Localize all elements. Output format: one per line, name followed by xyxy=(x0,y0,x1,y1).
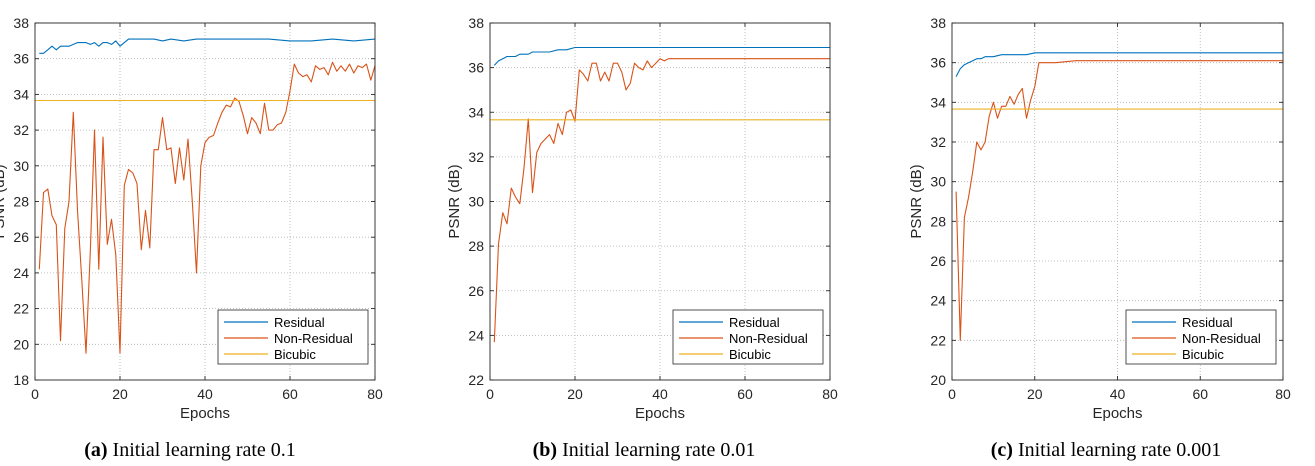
chart-2-legend-box xyxy=(1125,309,1277,365)
chart-2-caption-text: Initial learning rate 0.001 xyxy=(1013,439,1221,461)
chart-1-legend-label-bicubic: Bicubic xyxy=(729,347,771,362)
chart-1-ytick-label-32: 32 xyxy=(468,149,484,165)
chart-2-ytick-label-32: 32 xyxy=(930,134,946,150)
chart-2-xlabel: Epochs xyxy=(1092,405,1142,422)
chart-1-ytick-label-34: 34 xyxy=(468,104,484,120)
chart-0-legend-label-residual: Residual xyxy=(274,315,325,330)
chart-panel-c: 0 20 40 60 8020222426283032343638EpochsPSNR … xyxy=(908,15,1291,461)
chart-2-caption-letter: (c) xyxy=(991,439,1013,461)
chart-1-xtick-label-20: 20 xyxy=(567,386,583,402)
chart-2-ytick-label-30: 30 xyxy=(930,174,946,190)
chart-0-caption-letter: (a) xyxy=(84,439,107,461)
chart-1-xtick-label-0: 0 xyxy=(486,386,494,402)
chart-2-ytick-label-38: 38 xyxy=(930,15,946,31)
chart-0-ytick-label-24: 24 xyxy=(13,265,29,281)
chart-2-series-non-residual xyxy=(955,60,1283,341)
chart-1-xlabel: Epochs xyxy=(635,405,685,422)
chart-0-caption: (a) Initial learning rate 0.1 xyxy=(84,439,296,461)
chart-1-legend-label-non-residual: Non-Residual xyxy=(729,331,808,346)
chart-1-xtick-label-80: 80 xyxy=(822,386,838,402)
chart-1-series-residual xyxy=(493,46,830,66)
chart-0-ytick-label-22: 22 xyxy=(13,301,29,317)
chart-0-xtick-label-40: 40 xyxy=(197,386,213,402)
chart-1-caption-letter: (b) xyxy=(533,439,557,461)
chart-1-caption-text: Initial learning rate 0.01 xyxy=(557,439,755,461)
chart-2-ytick-label-28: 28 xyxy=(930,213,946,229)
chart-1-ytick-label-38: 38 xyxy=(468,15,484,31)
chart-0-ytick-label-38: 38 xyxy=(13,15,29,31)
chart-0-xlabel: Epochs xyxy=(180,405,230,422)
chart-2-legend-label-bicubic: Bicubic xyxy=(1182,347,1224,362)
chart-0-xtick-label-20: 20 xyxy=(112,386,128,402)
chart-2-xtick-label-0: 0 xyxy=(948,386,956,402)
chart-0-ytick-label-30: 30 xyxy=(13,158,29,174)
chart-0-ylabel: PSNR (dB) xyxy=(0,164,8,238)
chart-2-ytick-label-22: 22 xyxy=(930,332,946,348)
chart-0-ytick-label-26: 26 xyxy=(13,229,29,245)
chart-0-series-residual xyxy=(39,38,376,54)
chart-0-ytick-label-32: 32 xyxy=(13,122,29,138)
chart-1-ytick-label-30: 30 xyxy=(468,194,484,210)
chart-0-ytick-label-34: 34 xyxy=(13,86,29,102)
chart-2-legend-label-residual: Residual xyxy=(1182,315,1233,330)
chart-2-ytick-label-36: 36 xyxy=(930,55,946,71)
chart-1-ytick-label-28: 28 xyxy=(468,238,484,254)
chart-1-ytick-label-26: 26 xyxy=(468,283,484,299)
chart-0-xtick-label-0: 0 xyxy=(31,386,39,402)
chart-0-xtick-label-60: 60 xyxy=(282,386,298,402)
chart-0-xtick-label-80: 80 xyxy=(367,386,383,402)
chart-1-xtick-label-60: 60 xyxy=(737,386,753,402)
chart-0-legend-label-non-residual: Non-Residual xyxy=(274,331,353,346)
chart-2-ytick-label-20: 20 xyxy=(930,372,946,388)
chart-1-ytick-label-36: 36 xyxy=(468,60,484,76)
chart-1-ylabel: PSNR (dB) xyxy=(446,164,463,238)
chart-2-xtick-label-20: 20 xyxy=(1027,386,1043,402)
chart-2-ylabel: PSNR (dB) xyxy=(908,164,925,238)
chart-0-ytick-label-18: 18 xyxy=(13,372,29,388)
chart-1-xtick-label-40: 40 xyxy=(652,386,668,402)
chart-2-legend-label-non-residual: Non-Residual xyxy=(1182,331,1261,346)
chart-1-legend-box xyxy=(672,309,824,365)
chart-2-xtick-label-60: 60 xyxy=(1192,386,1208,402)
chart-2-xtick-label-40: 40 xyxy=(1110,386,1126,402)
chart-2-ytick-label-24: 24 xyxy=(930,293,946,309)
chart-2-ytick-label-34: 34 xyxy=(930,94,946,110)
chart-0-ytick-label-28: 28 xyxy=(13,194,29,210)
chart-1-caption: (b) Initial learning rate 0.01 xyxy=(533,439,756,461)
chart-2-xtick-label-80: 80 xyxy=(1275,386,1291,402)
chart-1-series-non-residual xyxy=(493,58,830,343)
chart-1-legend-label-residual: Residual xyxy=(729,315,780,330)
chart-0-caption-text: Initial learning rate 0.1 xyxy=(108,439,296,461)
chart-0-legend-box xyxy=(217,309,369,365)
chart-0-ytick-label-20: 20 xyxy=(13,336,29,352)
chart-0-legend-label-bicubic: Bicubic xyxy=(274,347,316,362)
chart-0-ytick-label-36: 36 xyxy=(13,51,29,67)
chart-panel-a: 0 20 40 60 80 18 20 22 24 26 28 30 32 34 36 38 Epochs PSN… xyxy=(0,15,383,461)
chart-2-caption: (c) Initial learning rate 0.001 xyxy=(991,439,1221,461)
chart-1-ytick-label-24: 24 xyxy=(468,327,484,343)
chart-panel-b: 0 20 40 60 80 22 24 26 28 30 32 34 36 38 Epochs PSNR (d… xyxy=(446,15,838,461)
chart-1-ytick-label-22: 22 xyxy=(468,372,484,388)
chart-0-series-non-residual xyxy=(38,61,376,354)
chart-2-ytick-label-26: 26 xyxy=(930,253,946,269)
chart-2-series-residual xyxy=(955,52,1283,77)
